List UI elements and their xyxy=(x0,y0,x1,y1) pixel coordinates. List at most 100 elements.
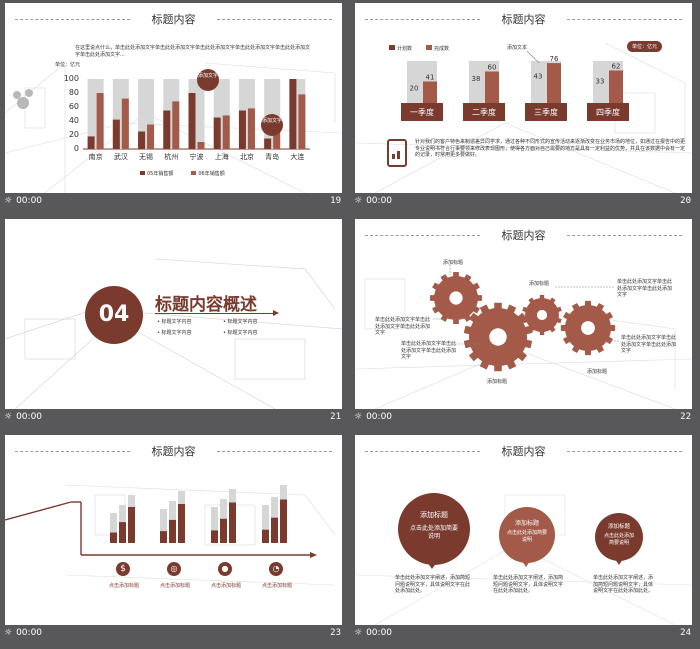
section-title: 标题内容概述 xyxy=(155,295,257,315)
bag-icon: ● xyxy=(218,562,232,576)
bar-series-1 xyxy=(238,110,246,149)
bubble-desc: 单击此处添加文字阐述，添加简短问题说明文字，具体说明文字在此处添加此处。 xyxy=(493,575,564,594)
gear-label-3: 添加标题 xyxy=(529,281,550,287)
y-tick-label: 0 xyxy=(74,144,79,153)
gear-icon xyxy=(560,300,616,356)
legend-item: 05年销售额 xyxy=(140,171,173,178)
arrow-head-icon xyxy=(310,552,317,558)
timer-icon: ☼ xyxy=(354,628,363,638)
gear-label-2: 添加标题 xyxy=(487,379,508,385)
slide-thumbnail-20[interactable]: 标题内容 计划数 完成数 添加文本 单位：亿元 20 41 一季度 38 60 二季度 43… xyxy=(350,0,693,213)
quarter-label: 二季度 xyxy=(472,107,496,117)
side-text-left-2: 单击此处添加文字单击此处添加文字单击此处添加文字 xyxy=(401,341,457,360)
slide-title: 标题内容 xyxy=(501,445,546,458)
slide-number: 23 xyxy=(330,628,341,638)
unit-label: 单位：亿元 xyxy=(55,62,81,68)
bar-series-1 xyxy=(87,136,95,149)
bar-series-1 xyxy=(264,138,272,149)
slide-time: 00:00 xyxy=(16,196,43,206)
icon-label: 点击添加标题 xyxy=(160,583,191,589)
gear-icon xyxy=(463,302,533,372)
slide-number: 24 xyxy=(680,628,691,638)
title-underline xyxy=(155,313,275,314)
chart-icon: ◔ xyxy=(269,562,283,576)
bubble-sub: 点击此处添加简要说明 xyxy=(507,530,548,543)
unit-badge: 单位：亿元 xyxy=(627,41,663,52)
legend-item: 完成数 xyxy=(426,45,449,53)
slide-canvas: 标题内容 添加标题 添加标题 添加标题 添加标题 单击此处添加文字单击此处添加文… xyxy=(355,219,692,409)
legend-item: 06年销售额 xyxy=(191,171,225,178)
side-text-left-1: 单击此处添加文字单击此处添加文字单击此处添加文字 xyxy=(375,317,431,336)
tablet-icon xyxy=(387,139,407,167)
slide-time: 00:00 xyxy=(16,628,43,638)
bubble-title: 添加标题 xyxy=(420,511,448,519)
side-text-right-2: 单击此处添加文字单击此处添加文字单击此处添加文字 xyxy=(621,335,677,354)
slide-thumbnail-21[interactable]: 04 标题内容概述 • 标题文字内容 • 标题文字内容 • 标题文字内容 • 标… xyxy=(0,216,343,429)
list-item: • 标题文字内容 xyxy=(223,330,258,336)
legend-item: 计划数 xyxy=(389,45,412,53)
slide-time: 00:00 xyxy=(366,628,393,638)
slide-thumbnail-24[interactable]: 标题内容 添加标题 点击此处添加简要说明 单击此处添加文字阐述，添加简短问题说明… xyxy=(350,432,693,645)
slide-header: 标题内容 xyxy=(5,11,342,27)
chart-legend: 计划数 完成数 xyxy=(389,45,449,53)
quarter-label-box xyxy=(525,103,567,121)
bar-background xyxy=(262,505,269,543)
slide-time: 00:00 xyxy=(16,412,43,422)
bubble-desc: 单击此处添加文字阐述，添加简短问题说明文字，具体说明文字在此处添加此处。 xyxy=(593,575,654,594)
bar-series-1 xyxy=(138,131,146,149)
x-tick-label: 北京 xyxy=(240,152,254,161)
bubble-desc: 单击此处添加文字阐述，添加简短问题说明文字，具体说明文字在此处添加此处。 xyxy=(395,575,471,594)
bar-fill xyxy=(128,507,135,543)
bubble-title: 添加标题 xyxy=(607,524,630,530)
done-value-label: 76 xyxy=(550,55,559,63)
intro-text: 在这里说点什么，单击此处添加文字单击此处添加文字单击此处添加文字单击此处添加文字… xyxy=(75,45,311,58)
slide-time: 00:00 xyxy=(366,196,393,206)
bubble-sub: 点击此处添加简要说明 xyxy=(410,525,459,540)
bar-series-2 xyxy=(121,98,129,149)
slide-thumbnail-22[interactable]: 标题内容 添加标题 添加标题 添加标题 添加标题 单击此处添加文字单击此处添加文… xyxy=(350,216,693,429)
thumbnail-footer: ☼ 00:00 24 xyxy=(350,625,693,645)
bubble-callout-1: 添加文字 xyxy=(197,69,219,91)
bar-chart: 0 20 40 60 80 100 南京 武汉 无锡 杭州 宁波 上海 北京 青岛 大连 xyxy=(64,74,310,161)
bar-series-2 xyxy=(96,93,104,149)
y-tick-label: 80 xyxy=(69,88,79,97)
done-bar xyxy=(547,63,561,103)
bubble-pointer-icon xyxy=(427,562,437,569)
bar-fill xyxy=(110,532,117,543)
bar-series-2 xyxy=(298,94,306,149)
gears-diagram xyxy=(430,265,619,372)
slide-canvas: 标题内容 $ ◎ ● ◔ 点击添加标题 点击添加标题 点击添加标题 点击添加标题 xyxy=(5,435,342,625)
quarter-label: 三季度 xyxy=(534,107,558,117)
bar-series-2 xyxy=(172,101,180,149)
y-tick-label: 100 xyxy=(64,74,79,83)
bar-fill xyxy=(262,529,269,543)
bar-series-1 xyxy=(289,79,297,149)
plan-value-label: 38 xyxy=(472,75,481,83)
slide-thumbnail-19[interactable]: 标题内容 在这里说点什么，单击此处添加文字单击此处添加文字单击此处添加文字单击此… xyxy=(0,0,343,213)
gear-hub xyxy=(449,291,463,305)
done-value-label: 60 xyxy=(488,64,497,72)
coins-icon: ◎ xyxy=(167,562,181,576)
quarter-chart: 20 41 一季度 38 60 二季度 43 76 三季度 33 62 四季度 xyxy=(401,50,629,121)
slide-number: 20 xyxy=(680,196,691,206)
x-tick-label: 青岛 xyxy=(265,152,279,161)
side-text-right-1: 单击此处添加文字单击此处添加文字单击此处添加文字 xyxy=(617,279,673,298)
thumbnail-footer: ☼ 00:00 23 xyxy=(0,625,343,645)
slide-header: 标题内容 xyxy=(355,227,692,243)
quarter-label-box xyxy=(401,103,443,121)
x-tick-label: 武汉 xyxy=(114,152,128,161)
bar-fill xyxy=(280,499,287,543)
bar-series-2 xyxy=(273,131,281,149)
underline-arrow-icon xyxy=(273,310,279,316)
bubble-3: 添加标题 点击此处添加简要说明 xyxy=(595,513,643,561)
x-tick-label: 大连 xyxy=(290,152,304,161)
chart-legend: 05年销售额 06年销售额 xyxy=(140,171,225,178)
bar-background xyxy=(110,513,117,543)
slide-header: 标题内容 xyxy=(355,11,692,27)
callout-text: 添加文本 xyxy=(507,45,528,51)
slide-canvas: 标题内容 在这里说点什么，单击此处添加文字单击此处添加文字单击此处添加文字单击此… xyxy=(5,3,342,193)
y-tick-label: 20 xyxy=(69,130,79,139)
thumbnail-footer: ☼ 00:00 19 xyxy=(0,193,343,213)
gear-hub xyxy=(536,309,548,321)
slide-thumbnail-23[interactable]: 标题内容 $ ◎ ● ◔ 点击添加标题 点击添加标题 点击添加标题 点击添加标题… xyxy=(0,432,343,645)
